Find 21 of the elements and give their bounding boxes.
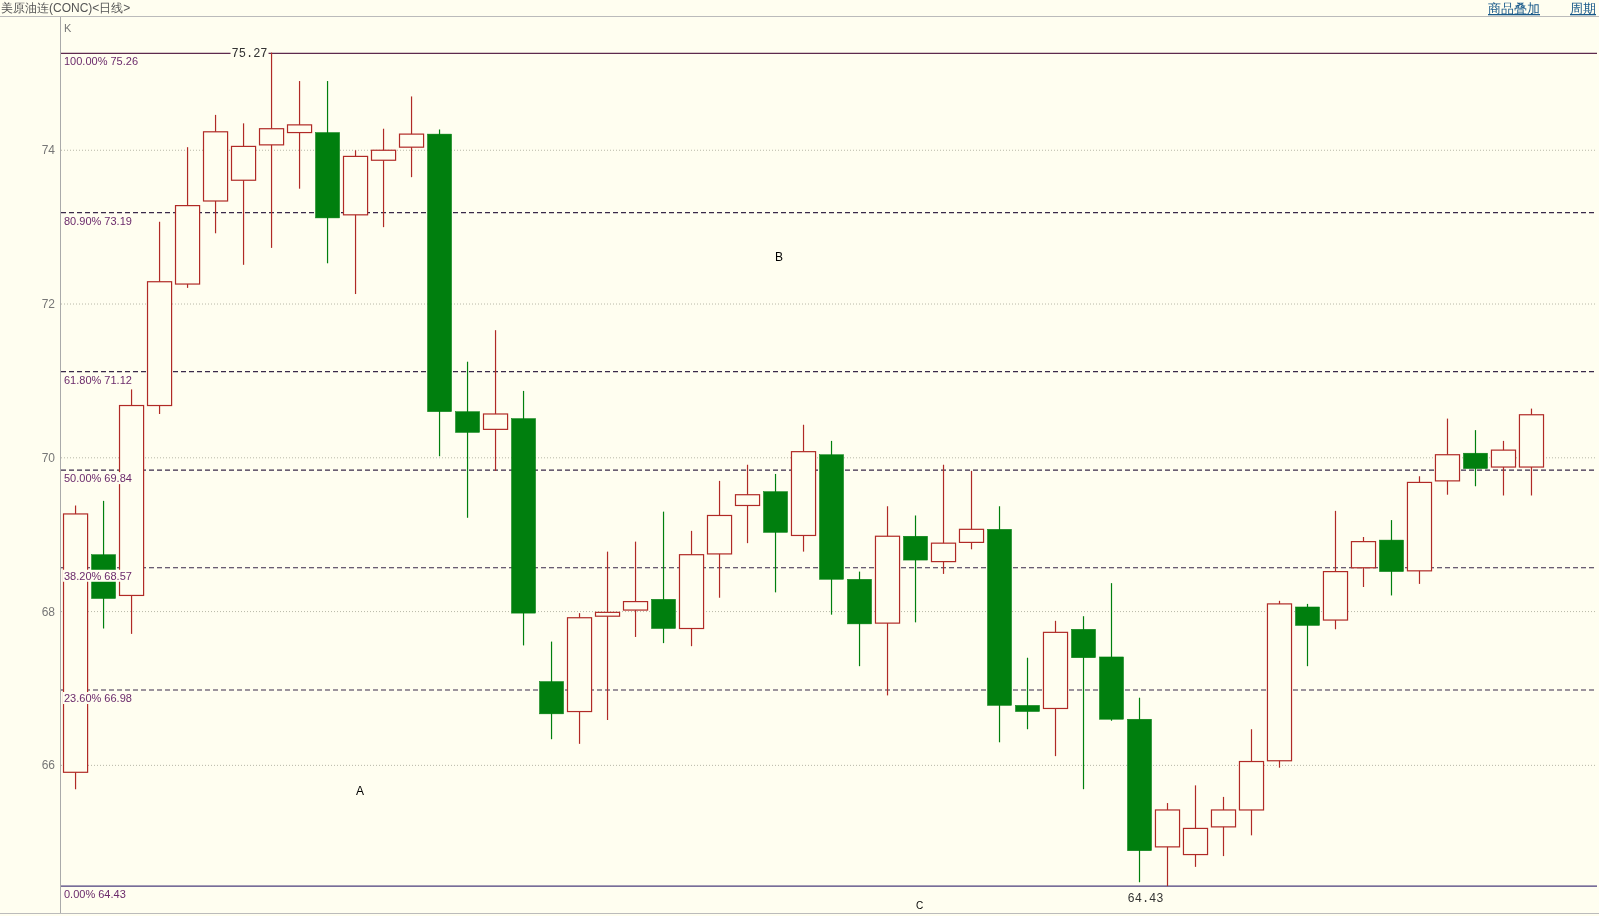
annotation: C [916,900,924,911]
ref-line-label: 61.80% 71.12 [64,373,132,386]
text: 周期 [1570,1,1596,16]
y-tick-label: 70 [41,450,56,465]
ref-line-label: 100.00% 75.26 [64,55,139,68]
ref-line-label: 0.00% 64.43 [64,888,126,901]
annotation: B [775,250,784,264]
annotation: 64.43 [1127,892,1164,907]
ref-line-label: 80.90% 73.19 [64,214,132,227]
annotation: A [356,784,365,798]
annotation: K [64,22,72,34]
annotation: 75.27 [231,46,268,61]
chart-title: 美原油连(CONC)<日线> [1,1,131,15]
y-tick-label: 66 [41,758,56,773]
y-tick-label: 68 [41,604,56,619]
ref-line-label: 23.60% 66.98 [64,692,132,705]
y-tick-label: 72 [41,297,56,312]
ref-line-label: 50.00% 69.84 [64,472,132,485]
ref-line-label: 38.20% 68.57 [64,569,132,582]
text: 商品叠加 [1488,1,1540,16]
y-tick-label: 74 [41,143,56,158]
